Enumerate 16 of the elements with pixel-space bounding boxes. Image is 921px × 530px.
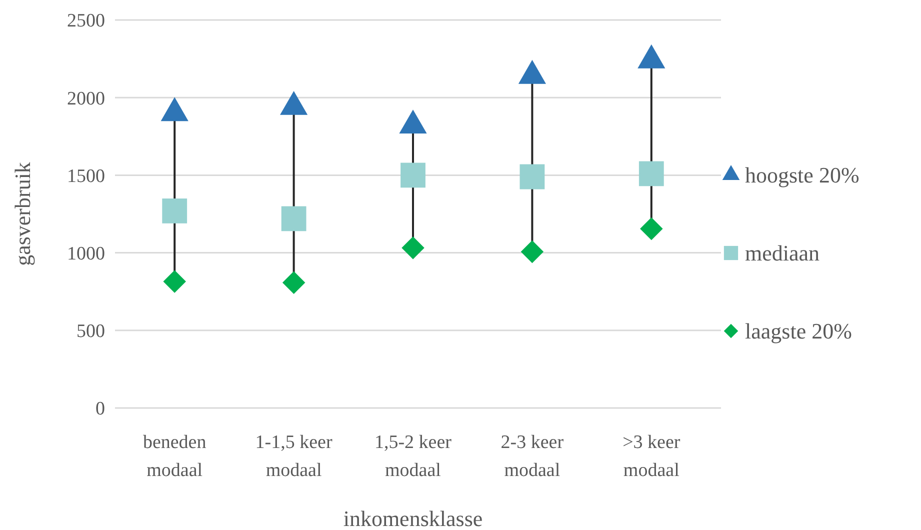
x-tick-label: beneden modaal bbox=[142, 432, 207, 481]
x-axis-title: inkomensklasse bbox=[343, 506, 483, 530]
x-tick-label: 1-1,5 keer modaal bbox=[255, 432, 333, 481]
y-tick-label: 2500 bbox=[67, 10, 105, 32]
y-tick-label: 1500 bbox=[67, 166, 105, 187]
y-tick-label: 1000 bbox=[67, 243, 105, 264]
y-tick-label: 2000 bbox=[67, 88, 105, 110]
legend-label: mediaan bbox=[745, 240, 820, 266]
x-tick-label: >3 keer modaal bbox=[622, 432, 681, 481]
y-axis-title: gasverbruik bbox=[10, 162, 35, 266]
y-tick-label: 500 bbox=[76, 321, 105, 342]
legend-label: hoogste 20% bbox=[745, 162, 860, 188]
x-tick-label: 2-3 keer modaal bbox=[500, 432, 564, 481]
legend-label: laagste 20% bbox=[745, 318, 852, 344]
x-tick-label: 1,5-2 keer modaal bbox=[374, 432, 452, 481]
y-tick-label: 0 bbox=[96, 398, 105, 420]
